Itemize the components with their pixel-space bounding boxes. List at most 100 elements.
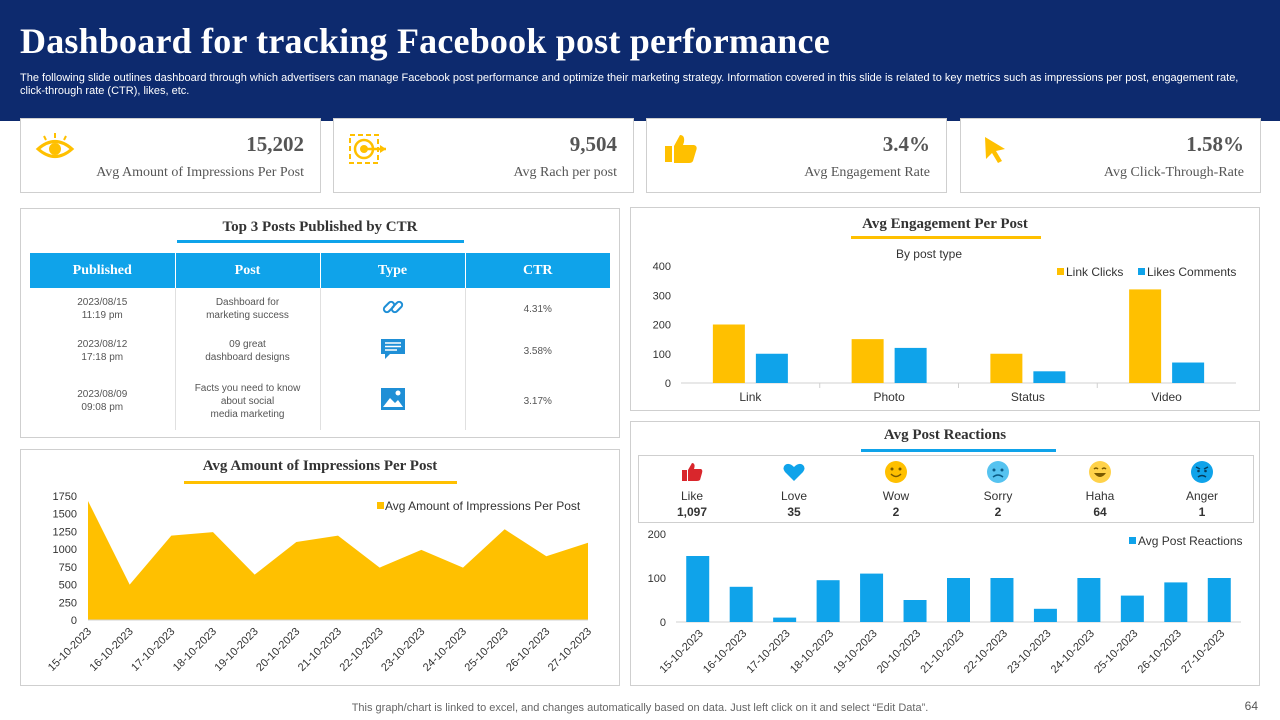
- thumbs-up-icon: [665, 135, 697, 163]
- legend-swatch: [1057, 268, 1064, 275]
- y-tick-label: 1000: [53, 544, 77, 556]
- kpi-card-reach: 9,504 Avg Rach per post: [333, 118, 634, 193]
- x-tick-label: Photo: [873, 390, 905, 404]
- table-row: 2023/08/09 09:08 pm Facts you need to kn…: [30, 372, 610, 430]
- column-header-type: Type: [320, 253, 466, 288]
- legend-swatch: [1138, 268, 1145, 275]
- legend-label: Likes Comments: [1147, 265, 1236, 279]
- x-tick-label: 25-10-2023: [1092, 628, 1140, 676]
- x-tick-label: 16-10-2023: [701, 628, 749, 676]
- reactions-chart: 0 100 200 15-10-202316-10-202317-10-202318-…: [648, 529, 1243, 676]
- engagement-chart: By post type 0 100 200 300 400 Link Photo Status…: [653, 247, 1237, 404]
- reaction-count: 2: [994, 505, 1002, 519]
- kpi-label: Avg Amount of Impressions Per Post: [96, 165, 304, 180]
- y-tick-label: 0: [71, 615, 77, 627]
- legend-swatch: [377, 502, 384, 509]
- kpi-value: 1.58%: [1186, 132, 1244, 156]
- x-tick-label: 24-10-2023: [421, 626, 469, 674]
- cell-published: 2023/08/09 09:08 pm: [30, 372, 176, 430]
- column-header-post: Post: [175, 253, 321, 288]
- bar-link-clicks: [712, 324, 745, 383]
- impressions-chart: 0 250 500 750 1000 1250 1500 1750 15-10-202316-1…: [46, 491, 594, 674]
- top-posts-panel: Top 3 Posts Published by CTR Published P…: [20, 208, 620, 438]
- title-underline: [177, 240, 464, 243]
- kpi-card-engagement: 3.4% Avg Engagement Rate: [646, 118, 947, 193]
- bar-avg-post-reactions: [990, 578, 1014, 622]
- y-tick-label: 200: [653, 320, 671, 332]
- page-description: The following slide outlines dashboard t…: [20, 72, 1239, 97]
- cell-ctr: 3.17%: [523, 395, 552, 407]
- x-tick-label: Status: [1011, 390, 1045, 404]
- header-banner: Dashboard for tracking Facebook post per…: [0, 0, 1280, 121]
- bar-avg-post-reactions: [947, 578, 970, 622]
- legend-label: Avg Amount of Impressions Per Post: [385, 499, 581, 513]
- impressions-chart-title: Avg Amount of Impressions Per Post: [202, 458, 438, 474]
- status-icon: [380, 339, 405, 359]
- table-row: 2023/08/15 11:19 pm Dashboard for market…: [30, 288, 610, 330]
- cell-type: [320, 330, 466, 372]
- x-tick-label: 19-10-2023: [831, 628, 879, 676]
- x-tick-label: 21-10-2023: [918, 628, 966, 676]
- top-posts-table: Published Post Type CTR 2023/08/15 11:19…: [30, 253, 610, 430]
- x-tick-label: 20-10-2023: [254, 626, 302, 674]
- x-tick-label: 17-10-2023: [129, 626, 177, 674]
- reaction-label: Anger: [1185, 489, 1219, 503]
- reaction-like: Like 1,097: [641, 456, 743, 524]
- y-tick-label: 200: [648, 529, 666, 541]
- sorry-icon: [987, 461, 1009, 483]
- x-tick-label: 18-10-2023: [171, 626, 219, 674]
- bar-link-clicks: [851, 339, 884, 383]
- reactions-title: Avg Post Reactions: [883, 427, 1007, 443]
- engagement-chart-title: Avg Engagement Per Post: [862, 216, 1028, 232]
- reaction-count: 1: [1198, 505, 1206, 519]
- link-icon: [382, 300, 403, 314]
- title-underline: [184, 481, 457, 484]
- bar-link-clicks: [1129, 289, 1162, 383]
- kpi-label: Avg Click-Through-Rate: [1103, 165, 1244, 180]
- chart-subtitle: By post type: [896, 247, 962, 261]
- x-tick-label: 27-10-2023: [1179, 628, 1227, 676]
- x-tick-label: 17-10-2023: [744, 628, 792, 676]
- title-underline: [861, 449, 1056, 452]
- x-tick-label: 26-10-2023: [504, 626, 552, 674]
- bar-avg-post-reactions: [1207, 578, 1231, 622]
- anger-icon: [1191, 461, 1213, 483]
- bar-avg-post-reactions: [903, 600, 927, 622]
- cursor-icon: [985, 137, 1005, 163]
- y-tick-label: 100: [648, 573, 666, 585]
- legend-swatch: [1129, 537, 1136, 544]
- cell-post: 09 great dashboard designs: [175, 330, 321, 372]
- reaction-wow: Wow 2: [845, 456, 947, 524]
- y-tick-label: 1500: [53, 509, 77, 521]
- x-tick-label: 24-10-2023: [1049, 628, 1097, 676]
- cell-post: Facts you need to know about social medi…: [175, 372, 321, 430]
- table-row: 2023/08/12 17:18 pm 09 great dashboard d…: [30, 330, 610, 372]
- x-tick-label: Video: [1151, 390, 1182, 404]
- x-tick-label: 27-10-2023: [546, 626, 594, 674]
- bar-avg-post-reactions: [860, 573, 884, 622]
- cell-ctr: 3.58%: [523, 345, 552, 357]
- bar-avg-post-reactions: [1120, 595, 1144, 622]
- footer-note: This graph/chart is linked to excel, and…: [351, 702, 929, 714]
- y-tick-label: 250: [59, 597, 77, 609]
- reactions-panel: Avg Post Reactions Like 1,097 Love 35 Wo…: [630, 421, 1260, 686]
- reaction-love: Love 35: [743, 456, 845, 524]
- x-tick-label: 20-10-2023: [875, 628, 923, 676]
- column-header-ctr: CTR: [465, 253, 610, 288]
- y-tick-label: 0: [660, 617, 666, 629]
- cell-type: [320, 288, 466, 330]
- reaction-haha: Haha 64: [1049, 456, 1151, 524]
- bar-avg-post-reactions: [1033, 608, 1057, 622]
- reaction-anger: Anger 1: [1151, 456, 1253, 524]
- x-tick-label: 23-10-2023: [379, 626, 427, 674]
- cell-post: Dashboard for marketing success: [175, 288, 321, 330]
- like-icon: [682, 463, 703, 481]
- legend-label: Link Clicks: [1066, 265, 1123, 279]
- x-tick-label: 25-10-2023: [463, 626, 511, 674]
- cell-type: [320, 372, 466, 430]
- x-tick-label: Link: [739, 390, 762, 404]
- reaction-count: 1,097: [676, 505, 708, 519]
- photo-icon: [380, 388, 405, 410]
- bar-avg-post-reactions: [1077, 578, 1101, 622]
- bar-avg-post-reactions: [1164, 582, 1188, 622]
